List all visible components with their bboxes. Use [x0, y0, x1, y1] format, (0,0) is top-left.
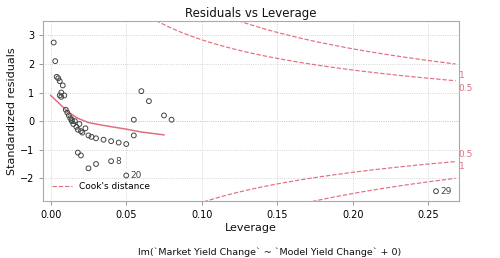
Point — [168, 118, 175, 122]
X-axis label: Leverage: Leverage — [225, 223, 277, 233]
Point — [160, 113, 168, 117]
Point — [114, 141, 122, 145]
Point — [51, 59, 59, 63]
Point — [82, 126, 90, 130]
Point — [68, 119, 76, 123]
Point — [68, 118, 76, 122]
Y-axis label: Standardized residuals: Standardized residuals — [7, 47, 17, 175]
Point — [130, 118, 138, 122]
Point — [122, 142, 130, 146]
Point — [145, 99, 153, 103]
Point — [88, 135, 96, 139]
Point — [58, 95, 66, 99]
Point — [66, 116, 74, 120]
Point — [52, 75, 60, 79]
Text: 0.5: 0.5 — [458, 150, 473, 158]
Point — [130, 133, 138, 138]
Point — [107, 139, 115, 143]
Point — [432, 189, 440, 193]
Point — [74, 150, 82, 155]
Legend: Cook's distance: Cook's distance — [52, 182, 150, 191]
Point — [70, 122, 78, 126]
Point — [78, 131, 86, 135]
Point — [62, 108, 70, 112]
Point — [74, 128, 82, 132]
Point — [64, 110, 72, 115]
Point — [92, 136, 100, 140]
Point — [84, 166, 92, 170]
Point — [77, 154, 85, 158]
Text: 0.5: 0.5 — [458, 84, 473, 93]
Title: Residuals vs Leverage: Residuals vs Leverage — [185, 7, 316, 20]
Point — [71, 119, 79, 123]
Point — [56, 79, 64, 83]
Point — [58, 91, 66, 95]
Point — [122, 173, 130, 178]
Point — [72, 125, 80, 129]
Text: 1: 1 — [458, 71, 464, 80]
Point — [84, 133, 92, 138]
Point — [77, 129, 85, 133]
Point — [50, 41, 58, 45]
Point — [100, 138, 108, 142]
Point — [60, 93, 68, 98]
Point — [54, 76, 62, 80]
Text: 20: 20 — [131, 171, 142, 180]
Point — [59, 83, 67, 87]
Point — [56, 93, 64, 98]
Text: 1: 1 — [458, 162, 464, 171]
Point — [76, 122, 84, 126]
Text: 8: 8 — [116, 157, 121, 166]
Text: lm(`Market Yield Change` ~ `Model Yield Change` + 0): lm(`Market Yield Change` ~ `Model Yield … — [138, 247, 402, 257]
Text: 29: 29 — [440, 187, 452, 196]
Point — [92, 162, 100, 166]
Point — [107, 159, 115, 163]
Point — [138, 89, 145, 93]
Point — [65, 113, 73, 117]
